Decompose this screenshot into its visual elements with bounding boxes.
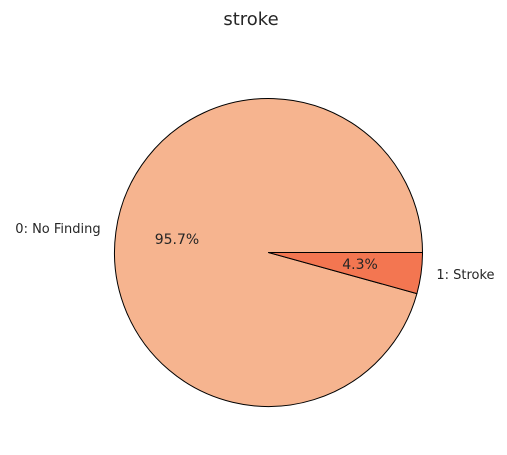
- pie-slices: [114, 98, 423, 407]
- pie-labels: 0: No Finding 95.7% 1: Stroke 4.3%: [15, 222, 494, 283]
- chart-title: stroke: [223, 9, 278, 30]
- slice-label-1-stroke: 1: Stroke: [436, 268, 494, 283]
- pie-slice-1-stroke: [268, 252, 423, 295]
- slice-percent-0-no-finding: 95.7%: [155, 232, 199, 248]
- slice-label-0-no-finding: 0: No Finding: [15, 222, 100, 237]
- slice-percent-1-stroke: 4.3%: [342, 257, 378, 273]
